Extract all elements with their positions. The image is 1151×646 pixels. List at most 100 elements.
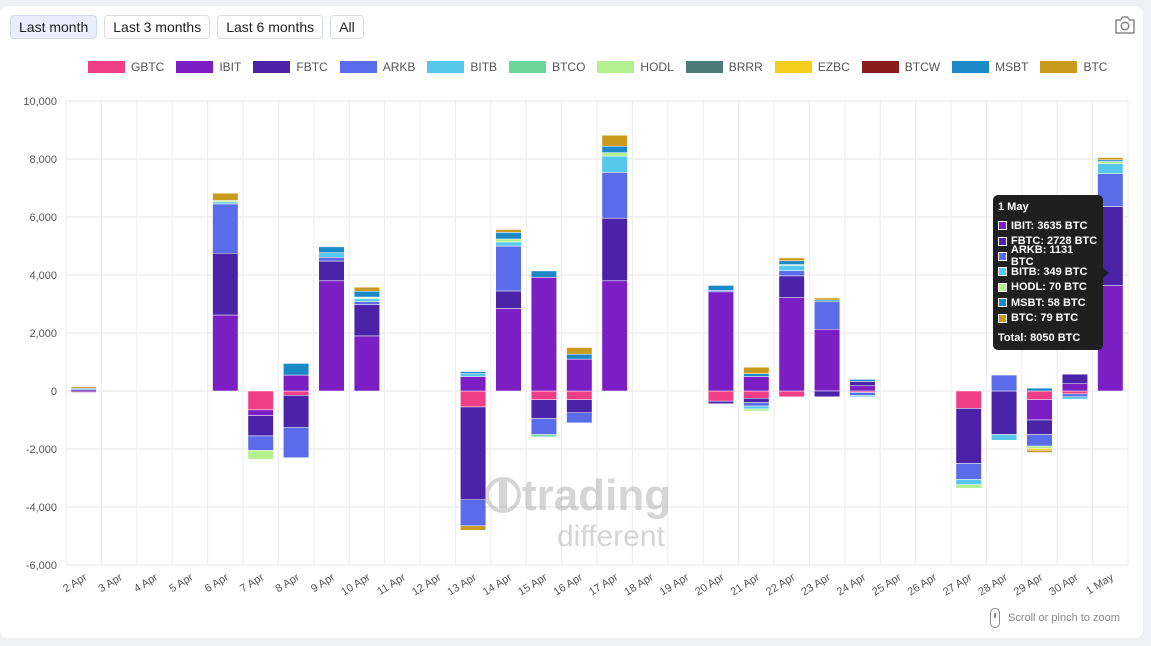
bar-segment-ibit-7[interactable] — [318, 280, 345, 392]
bar-segment-arkb-4[interactable] — [212, 203, 239, 254]
bar-segment-fbtc-22[interactable] — [849, 381, 876, 387]
bar-segment-msbt-15[interactable] — [601, 145, 628, 153]
bar-segment-gbtc-19[interactable] — [743, 390, 770, 399]
bar-segment-gbtc-11[interactable] — [460, 390, 487, 408]
bar-segment-ibit-6[interactable] — [283, 374, 310, 392]
bar-segment-arkb-19[interactable] — [743, 402, 770, 407]
bar-segment-msbt-12[interactable] — [495, 232, 522, 240]
bar-segment-ibit-21[interactable] — [814, 328, 841, 392]
bar-segment-ibit-22[interactable] — [849, 385, 876, 392]
bar-segment-msbt-13[interactable] — [530, 270, 557, 278]
bar-segment-bitb-7[interactable] — [318, 252, 345, 258]
bar-segment-hodl-15[interactable] — [601, 152, 628, 157]
bar-segment-bitb-11[interactable] — [460, 373, 487, 377]
bar-segment-btc-21[interactable] — [814, 297, 841, 301]
bar-segment-msbt-22[interactable] — [849, 379, 876, 382]
bar-segment-msbt-21[interactable] — [814, 299, 841, 302]
bar-segment-hodl-5[interactable] — [247, 450, 274, 460]
bar-segment-fbtc-20[interactable] — [778, 275, 805, 298]
range-button-last-3-months[interactable]: Last 3 months — [104, 15, 211, 39]
bar-segment-arkb-13[interactable] — [530, 418, 557, 435]
bar-segment-fbtc-28[interactable] — [1061, 373, 1088, 384]
bar-segment-hodl-25[interactable] — [955, 484, 982, 489]
bar-segment-gbtc-6[interactable] — [283, 390, 310, 396]
bar-segment-btc-19[interactable] — [743, 366, 770, 374]
legend-item-btc[interactable]: BTC — [1040, 60, 1107, 74]
legend-item-gbtc[interactable]: GBTC — [88, 60, 164, 74]
bar-segment-gbtc-18[interactable] — [707, 390, 734, 402]
bar-segment-bitb-29[interactable] — [1097, 163, 1124, 174]
legend-item-hodl[interactable]: HODL — [597, 60, 674, 74]
bar-segment-ibit-12[interactable] — [495, 308, 522, 392]
bar-segment-ibit-28[interactable] — [1061, 383, 1088, 392]
bar-segment-ibit-27[interactable] — [1026, 399, 1053, 421]
bar-segment-fbtc-18[interactable] — [707, 400, 734, 405]
bar-segment-btc-4[interactable] — [212, 192, 239, 201]
bar-segment-fbtc-8[interactable] — [353, 304, 380, 337]
bar-segment-arkb-15[interactable] — [601, 172, 628, 219]
bar-segment-btc-11[interactable] — [460, 525, 487, 531]
bar-segment-fbtc-19[interactable] — [743, 398, 770, 403]
bar-segment-btc-29[interactable] — [1097, 157, 1124, 161]
bar-segment-ibit-13[interactable] — [530, 277, 557, 392]
bar-segment-msbt-29[interactable] — [1097, 159, 1124, 162]
bar-segment-fbtc-15[interactable] — [601, 217, 628, 282]
legend-item-fbtc[interactable]: FBTC — [253, 60, 328, 74]
bar-segment-arkb-7[interactable] — [318, 257, 345, 262]
bar-segment-gbtc-27[interactable] — [1026, 390, 1053, 400]
range-button-last-6-months[interactable]: Last 6 months — [217, 15, 324, 39]
bar-segment-fbtc-27[interactable] — [1026, 419, 1053, 435]
legend-item-bitb[interactable]: BITB — [427, 60, 497, 74]
bar-segment-bitb-4[interactable] — [212, 201, 239, 205]
bar-segment-msbt-14[interactable] — [566, 353, 593, 360]
bar-segment-btc-0[interactable] — [70, 386, 97, 389]
bar-segment-btc-27[interactable] — [1026, 449, 1053, 453]
bar-segment-bitb-28[interactable] — [1061, 396, 1088, 400]
bar-segment-ibit-11[interactable] — [460, 376, 487, 392]
bar-segment-msbt-6[interactable] — [283, 363, 310, 376]
bar-segment-fbtc-4[interactable] — [212, 253, 239, 316]
bar-segment-gbtc-20[interactable] — [778, 390, 805, 398]
bar-segment-bitb-26[interactable] — [991, 434, 1018, 441]
bar-segment-ibit-5[interactable] — [247, 409, 274, 416]
bar-segment-bitb-19[interactable] — [743, 405, 770, 410]
bar-segment-btco-13[interactable] — [530, 434, 557, 438]
legend-item-btcw[interactable]: BTCW — [861, 60, 940, 74]
bar-segment-hodl-12[interactable] — [495, 238, 522, 243]
bar-segment-fbtc-6[interactable] — [283, 395, 310, 428]
bar-segment-ibit-20[interactable] — [778, 297, 805, 392]
bar-segment-msbt-8[interactable] — [353, 290, 380, 298]
bar-segment-arkb-25[interactable] — [955, 463, 982, 480]
bar-segment-hodl-29[interactable] — [1097, 161, 1124, 164]
legend-item-msbt[interactable]: MSBT — [952, 60, 1028, 74]
bar-segment-arkb-28[interactable] — [1061, 393, 1088, 398]
bar-segment-ibit-4[interactable] — [212, 314, 239, 392]
camera-icon[interactable] — [1114, 15, 1136, 35]
bar-segment-bitb-8[interactable] — [353, 298, 380, 302]
bar-segment-ezbc-27[interactable] — [1026, 448, 1053, 451]
bar-segment-arkb-12[interactable] — [495, 245, 522, 292]
range-button-last-month[interactable]: Last month — [10, 15, 98, 39]
bar-segment-arkb-5[interactable] — [247, 435, 274, 451]
bar-segment-ibit-19[interactable] — [743, 376, 770, 392]
bar-segment-gbtc-28[interactable] — [1061, 390, 1088, 395]
bar-segment-btc-20[interactable] — [778, 257, 805, 262]
bar-segment-ibit-8[interactable] — [353, 335, 380, 392]
bar-segment-msbt-20[interactable] — [778, 260, 805, 265]
bar-segment-bitb-15[interactable] — [601, 155, 628, 173]
bar-segment-gbtc-5[interactable] — [247, 390, 274, 411]
legend-item-ezbc[interactable]: EZBC — [774, 60, 850, 74]
bar-segment-ibit-14[interactable] — [566, 358, 593, 392]
legend-item-brrr[interactable]: BRRR — [685, 60, 763, 74]
legend-item-arkb[interactable]: ARKB — [339, 60, 415, 74]
bar-segment-fbtc-26[interactable] — [991, 390, 1018, 435]
bar-segment-arkb-27[interactable] — [1026, 434, 1053, 447]
bar-segment-bitb-25[interactable] — [955, 479, 982, 485]
bar-segment-msbt-7[interactable] — [318, 246, 345, 253]
bar-segment-msbt-27[interactable] — [1026, 387, 1053, 392]
bar-segment-fbtc-25[interactable] — [955, 408, 982, 464]
bar-segment-ibit-15[interactable] — [601, 280, 628, 392]
bar-segment-fbtc-11[interactable] — [460, 406, 487, 501]
bar-segment-arkb-22[interactable] — [849, 392, 876, 396]
bar-segment-gbtc-13[interactable] — [530, 390, 557, 400]
